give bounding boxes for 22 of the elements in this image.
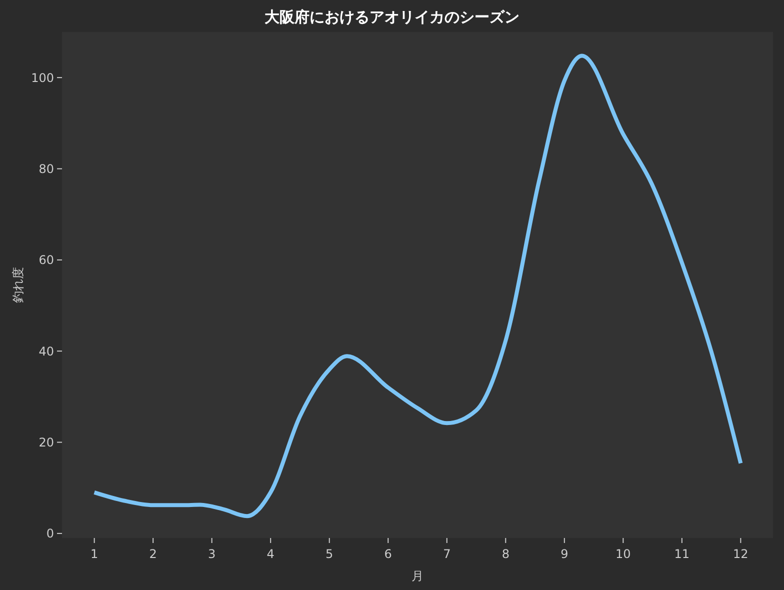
x-tick-label: 2: [149, 547, 157, 561]
x-tick-label: 3: [208, 547, 216, 561]
x-tick-label: 8: [502, 547, 510, 561]
x-axis-title: 月: [412, 569, 424, 583]
x-tick-label: 4: [266, 547, 274, 561]
y-tick-label: 100: [31, 70, 54, 85]
line-series: [92, 54, 743, 518]
y-tick-label: 0: [46, 526, 54, 541]
y-tick-label: 80: [38, 162, 54, 176]
x-tick-label: 6: [384, 547, 392, 561]
x-tick-label: 5: [326, 547, 334, 561]
chart-title: 大阪府におけるアオリイカのシーズン: [264, 8, 520, 26]
x-tick-label: 10: [616, 547, 631, 561]
x-tick-label: 11: [674, 547, 690, 561]
x-tick-label: 9: [560, 547, 568, 561]
y-axis-title: 釣れ度: [11, 267, 25, 303]
y-tick-label: 20: [38, 435, 54, 450]
x-tick-label: 1: [90, 547, 98, 561]
y-tick-label: 40: [38, 344, 54, 358]
y-tick-label: 60: [38, 253, 54, 268]
x-tick-label: 12: [733, 547, 748, 561]
x-tick-label: 7: [443, 547, 451, 561]
